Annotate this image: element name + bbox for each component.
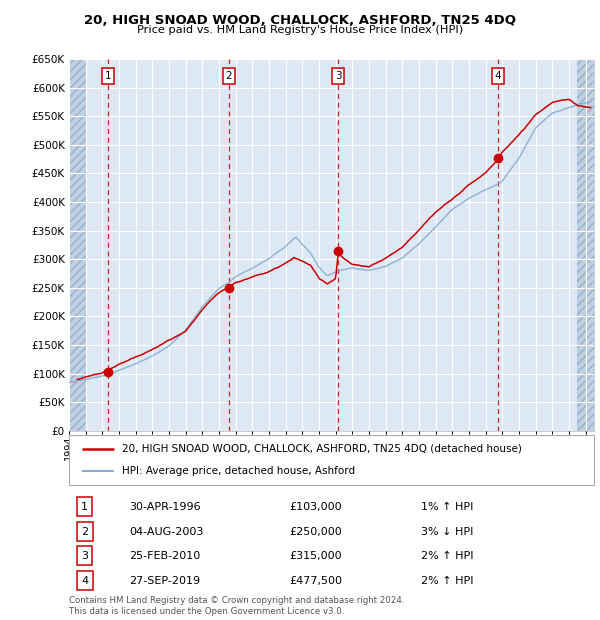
Text: 3: 3 [335,71,341,81]
Text: 25-FEB-2010: 25-FEB-2010 [130,551,200,560]
Text: £103,000: £103,000 [290,502,342,512]
Text: 2% ↑ HPI: 2% ↑ HPI [421,575,473,586]
Text: £250,000: £250,000 [290,526,342,537]
Text: £477,500: £477,500 [290,575,343,586]
Text: 1: 1 [81,502,88,512]
Bar [69,59,86,431]
Text: 2% ↑ HPI: 2% ↑ HPI [421,551,473,560]
Text: 27-SEP-2019: 27-SEP-2019 [130,575,200,586]
Text: 3: 3 [81,551,88,560]
Text: 2: 2 [81,526,88,537]
Text: 20, HIGH SNOAD WOOD, CHALLOCK, ASHFORD, TN25 4DQ: 20, HIGH SNOAD WOOD, CHALLOCK, ASHFORD, … [84,14,516,27]
Text: 30-APR-1996: 30-APR-1996 [130,502,201,512]
Text: 4: 4 [81,575,88,586]
Bar [577,59,594,431]
Text: £315,000: £315,000 [290,551,342,560]
Text: Price paid vs. HM Land Registry's House Price Index (HPI): Price paid vs. HM Land Registry's House … [137,25,463,35]
Text: 2: 2 [226,71,232,81]
Text: HPI: Average price, detached house, Ashford: HPI: Average price, detached house, Ashf… [121,466,355,476]
Text: Contains HM Land Registry data © Crown copyright and database right 2024.
This d: Contains HM Land Registry data © Crown c… [69,596,404,616]
Text: 1% ↑ HPI: 1% ↑ HPI [421,502,473,512]
Bar [577,59,594,431]
FancyBboxPatch shape [69,435,594,485]
Bar [69,59,86,431]
Text: 04-AUG-2003: 04-AUG-2003 [130,526,204,537]
Text: 3% ↓ HPI: 3% ↓ HPI [421,526,473,537]
Text: 1: 1 [104,71,111,81]
Text: 4: 4 [494,71,501,81]
Text: 20, HIGH SNOAD WOOD, CHALLOCK, ASHFORD, TN25 4DQ (detached house): 20, HIGH SNOAD WOOD, CHALLOCK, ASHFORD, … [121,444,521,454]
